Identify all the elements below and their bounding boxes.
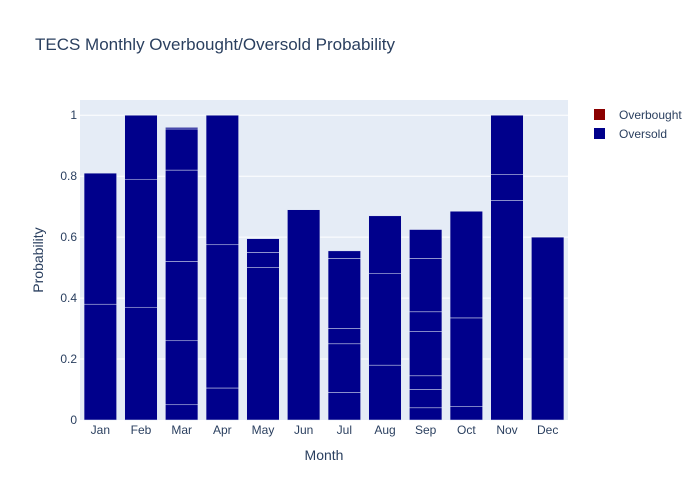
bar-segment-sep: [409, 311, 443, 332]
y-axis-ticks: 0 0.2 0.4 0.6 0.8 1: [60, 108, 77, 427]
chart-title: TECS Monthly Overbought/Oversold Probabi…: [35, 35, 395, 54]
legend-label-overbought[interactable]: Overbought: [619, 108, 682, 122]
plot-area: [80, 100, 568, 420]
bar-segment-may: [246, 252, 280, 268]
x-tick-label: Jun: [294, 423, 313, 437]
bar-segment-apr: [205, 114, 239, 246]
x-axis-ticks: Jan Feb Mar Apr May Jun Jul Aug Sep Oct Nov Dec: [91, 423, 559, 437]
bar-segment-feb: [124, 114, 158, 180]
x-tick-label: Jan: [91, 423, 110, 437]
bar-segment-dec: [531, 236, 565, 421]
bar-segment-feb: [124, 306, 158, 421]
bar-segment-jul: [327, 258, 361, 329]
bar-segment-feb: [124, 178, 158, 308]
bar-segment-jan: [83, 172, 117, 305]
bar-segment-mar: [165, 261, 199, 342]
legend: Overbought Oversold: [594, 108, 682, 141]
y-tick-label: 0.6: [60, 230, 77, 244]
bar-segment-mar: [165, 340, 199, 406]
bar-segment-jul: [327, 392, 361, 421]
bar-segment-mar: [165, 128, 199, 171]
bar-segment-sep: [409, 389, 443, 409]
bar-segment-jul: [327, 250, 361, 259]
x-tick-label: Nov: [496, 423, 517, 437]
bars: [83, 114, 565, 421]
bar-segment-oct: [449, 406, 483, 421]
bar-segment-nov: [490, 174, 524, 201]
x-tick-label: Jul: [337, 423, 352, 437]
bar-segment-jun: [287, 209, 321, 421]
bar-segment-mar: [165, 404, 199, 421]
bar-segment-sep: [409, 375, 443, 390]
bar-segment-oct: [449, 210, 483, 319]
bar-segment-aug: [368, 273, 402, 366]
legend-swatch-overbought[interactable]: [594, 109, 605, 120]
y-tick-label: 1: [70, 108, 77, 122]
bar-segment-oct: [449, 317, 483, 407]
x-tick-label: Sep: [415, 423, 437, 437]
legend-swatch-oversold[interactable]: [594, 128, 605, 139]
x-tick-label: Mar: [171, 423, 192, 437]
x-tick-label: Dec: [537, 423, 558, 437]
bar-segment-sep: [409, 331, 443, 377]
bar-segment-may: [246, 238, 280, 253]
bar-segment-jan: [83, 303, 117, 421]
bar-segment-mar: [165, 169, 199, 262]
x-tick-label: Apr: [213, 423, 232, 437]
bar-segment-aug: [368, 364, 402, 421]
bar-segment-apr: [205, 387, 239, 421]
bar-segment-sep: [409, 229, 443, 259]
x-axis-title: Month: [305, 447, 344, 463]
y-tick-label: 0.8: [60, 169, 77, 183]
y-axis-title: Probability: [30, 227, 46, 292]
y-tick-label: 0.4: [60, 291, 77, 305]
bar-segment-sep: [409, 258, 443, 313]
y-tick-label: 0.2: [60, 352, 77, 366]
legend-label-oversold[interactable]: Oversold: [619, 127, 667, 141]
bar-segment-may: [246, 267, 280, 421]
bar-segment-nov: [490, 114, 524, 175]
bar-segment-mar: [165, 127, 199, 130]
bar-segment-apr: [205, 244, 239, 389]
x-tick-label: Feb: [131, 423, 152, 437]
x-tick-label: Oct: [457, 423, 476, 437]
x-tick-label: May: [252, 423, 275, 437]
bar-segment-sep: [409, 407, 443, 421]
bar-segment-jul: [327, 328, 361, 345]
bar-segment-jul: [327, 343, 361, 393]
x-tick-label: Aug: [374, 423, 395, 437]
bar-segment-nov: [490, 200, 524, 421]
y-tick-label: 0: [70, 413, 77, 427]
bar-segment-aug: [368, 215, 402, 274]
grid-lines: [80, 114, 568, 360]
